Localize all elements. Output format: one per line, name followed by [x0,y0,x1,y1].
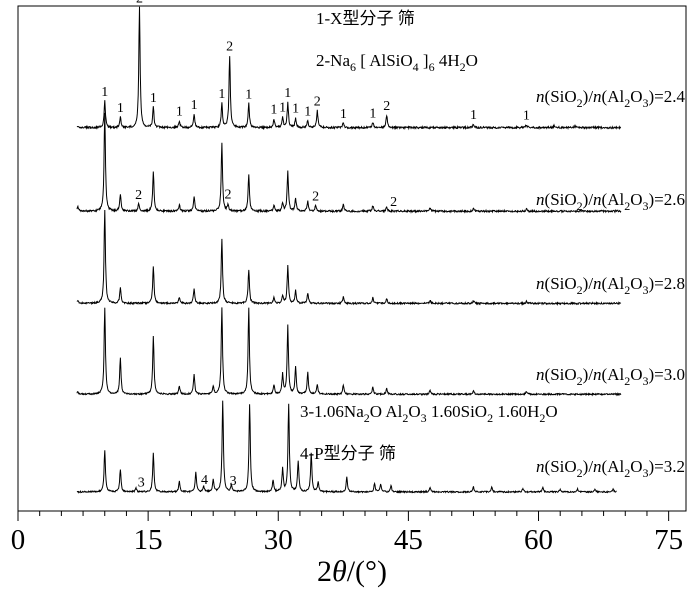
xrd-trace [76,209,622,307]
peak-label: 1 [218,87,225,102]
peak-label: 1 [270,103,277,118]
peak-label: 2 [224,188,231,203]
peak-label: 2 [390,195,397,210]
ratio-labels: n(SiO2)/n(Al2O3)=2.4 n(SiO2)/n(Al2O3)=2.6… [536,87,685,480]
x-tick-label: 45 [394,524,423,556]
peak-label: 2 [136,0,143,6]
legend-p-zeolite: 4-P型分子 筛 [300,444,396,463]
peak-label: 1 [101,85,108,100]
peak-label: 1 [523,109,530,124]
peak-label: 1 [340,107,347,122]
peak-label: 1 [191,98,198,113]
peak-labels: 112111121111112112112222343 [101,0,530,491]
x-axis-tick-labels: 0 15 30 45 60 75 [11,524,683,556]
legend-x-zeolite: 1-X型分子 筛 [316,9,415,28]
x-tick-label: 15 [134,524,163,556]
x-axis-ticks [17,511,670,521]
plot-frame [17,5,687,512]
peak-label: 2 [314,95,321,110]
peak-label: 1 [245,87,252,102]
xrd-trace [76,307,622,397]
xrd-traces [76,6,622,494]
peak-label: 2 [383,99,390,114]
peak-label: 1 [117,101,124,116]
peak-label: 3 [230,474,237,489]
peak-label: 2 [312,190,319,205]
peak-label: 2 [226,39,233,54]
peak-label: 3 [138,476,145,491]
ratio-label: n(SiO2)/n(Al2O3)=2.6 [536,190,685,213]
x-tick-label: 0 [11,524,26,556]
x-tick-label: 60 [524,524,553,556]
peak-label: 1 [292,102,299,117]
peak-label: 1 [176,105,183,120]
peak-label: 1 [369,107,376,122]
peak-label: 1 [150,91,157,106]
peak-label: 1 [284,86,291,101]
ratio-label: n(SiO2)/n(Al2O3)=3.0 [536,365,685,388]
peak-label: 1 [470,108,477,123]
x-tick-label: 75 [654,524,683,556]
peak-label: 2 [135,188,142,203]
x-axis-label: 2θ/(°) [317,555,387,588]
xrd-trace [76,400,617,494]
legend-phase-3: 3-1.06Na2O Al2O3 1.60SiO2 1.60H2O [300,402,558,425]
ratio-label: n(SiO2)/n(Al2O3)=2.4 [536,87,685,110]
xrd-trace [76,6,622,131]
ratio-label: n(SiO2)/n(Al2O3)=3.2 [536,457,685,480]
peak-label: 1 [279,100,286,115]
peak-label: 1 [304,105,311,120]
legend-sodalite: 2-Na6 [ AlSiO4 ]6 4H2O [316,51,478,74]
x-tick-label: 30 [264,524,293,556]
xrd-trace [76,112,622,214]
peak-label: 4 [201,473,208,488]
ratio-label: n(SiO2)/n(Al2O3)=2.8 [536,274,685,297]
